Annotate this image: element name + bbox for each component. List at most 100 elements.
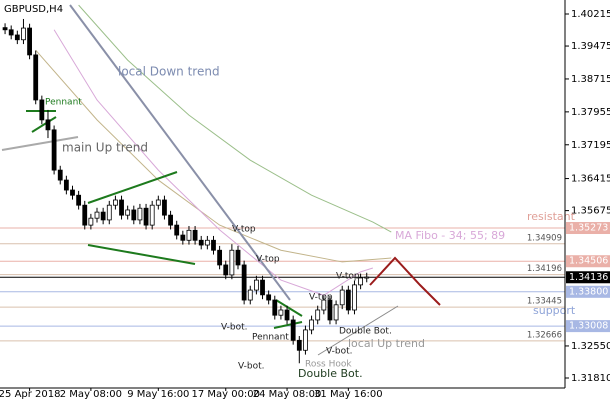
candle-body — [198, 239, 204, 246]
candle-body — [94, 211, 100, 219]
annotation: Double Bot. — [298, 367, 363, 380]
candle-body — [162, 199, 167, 216]
candle-body — [8, 29, 14, 36]
down-trend-line — [69, 4, 291, 301]
candle-body — [241, 264, 247, 301]
y-tick-label: 1.40215 — [571, 9, 610, 20]
levels — [0, 227, 565, 342]
x-tick-label: 2 May 08:00 — [60, 389, 122, 400]
triangle-line — [87, 244, 196, 265]
level-box — [566, 222, 610, 235]
annotation: V-top — [309, 293, 333, 303]
level-label: 1.33008 — [569, 321, 608, 332]
candle-body — [345, 289, 351, 311]
x-tick-label: 25 Apr 2018 — [0, 389, 61, 400]
chart-title: GBPUSD,H4 — [4, 4, 63, 15]
candle-body — [204, 239, 210, 246]
level-label: 1.34506 — [569, 256, 608, 267]
level-label: 1.34909 — [527, 233, 562, 243]
annotation: Ross Hook — [305, 360, 352, 370]
annotation: MA Fibo - 34; 55; 89 — [395, 229, 505, 242]
annotation: local Up trend — [348, 337, 425, 350]
y-tick-label: 1.39475 — [571, 41, 610, 52]
candle-body — [39, 99, 45, 121]
moving-averages — [35, 4, 392, 296]
axes: 1.40215 1.39475 1.38715 1.37955 1.37195 1.364… — [0, 9, 610, 400]
level-box — [566, 320, 610, 333]
candle-body — [247, 289, 253, 301]
y-tick-label: 1.32550 — [571, 341, 610, 352]
candle-body — [119, 199, 124, 216]
x-tick-label: 9 May 16:00 — [127, 389, 189, 400]
candle-body — [229, 249, 235, 276]
candle-body — [321, 299, 327, 311]
candle-body — [352, 284, 357, 311]
x-tick-label: 31 May 16:00 — [314, 389, 383, 400]
level-label: 1.33800 — [569, 286, 608, 297]
candle-body — [339, 289, 345, 306]
candle-body — [21, 27, 26, 41]
candle-body — [223, 264, 229, 276]
candle-body — [174, 224, 180, 236]
candle-body — [296, 339, 302, 351]
level-box — [566, 271, 610, 284]
candle-body — [235, 249, 241, 266]
candle-body — [51, 129, 57, 171]
y-tick-label: 1.37195 — [571, 140, 610, 151]
candle-body — [180, 234, 186, 241]
candle-body — [290, 319, 296, 341]
forecast-path — [369, 256, 441, 306]
candle-body — [315, 309, 321, 321]
candle-body — [76, 194, 82, 206]
moving-average — [78, 4, 392, 233]
pennant-line — [273, 321, 303, 329]
annotation: V-top — [256, 255, 280, 265]
pennant-line — [31, 116, 57, 133]
candle-body — [27, 27, 32, 56]
level-label: 1.34136 — [569, 272, 608, 283]
moving-average — [53, 29, 374, 296]
candle-body — [137, 207, 143, 221]
annotation: V-top — [232, 225, 256, 235]
candle-body — [88, 217, 94, 226]
candle-body — [155, 199, 161, 206]
annotation: main Up trend — [62, 141, 148, 155]
candle-body — [211, 239, 216, 251]
x-tick-label: 17 May 00:00 — [191, 389, 260, 400]
candle-body — [106, 204, 112, 221]
candles — [2, 18, 370, 364]
candle-body — [33, 54, 39, 101]
annotation: Double Bot. — [339, 327, 392, 337]
y-tick-label: 1.36415 — [571, 174, 610, 185]
level-box — [566, 285, 610, 298]
candle-body — [327, 299, 333, 321]
annotation: Pennant — [45, 98, 82, 108]
candle-body — [266, 294, 272, 301]
candle-body — [303, 329, 308, 351]
candle-body — [358, 277, 364, 286]
x-tick-label: 24 May 08:00 — [253, 389, 322, 400]
candle-body — [143, 207, 149, 226]
candle-body — [309, 319, 314, 331]
pennant-line — [275, 299, 303, 317]
level-label: 1.32666 — [527, 330, 562, 340]
annotation: local Down trend — [118, 65, 220, 79]
moving-average — [35, 49, 392, 263]
annotation: resistant — [527, 210, 576, 223]
y-tick-label: 1.37955 — [571, 107, 610, 118]
candle-body — [57, 169, 63, 181]
candle-body — [70, 189, 75, 196]
annotation: V-bot. — [221, 323, 248, 333]
candle-body — [217, 249, 223, 266]
candle-body — [168, 214, 173, 226]
candle-body — [82, 204, 88, 226]
candle-body — [125, 209, 131, 216]
y-tick-label: 1.35675 — [571, 206, 610, 217]
y-tick-label: 1.31810 — [571, 373, 610, 384]
level-label: 1.33445 — [527, 297, 562, 307]
up-trend-line — [317, 305, 399, 356]
candle-body — [63, 179, 69, 191]
candle-body — [45, 119, 51, 131]
